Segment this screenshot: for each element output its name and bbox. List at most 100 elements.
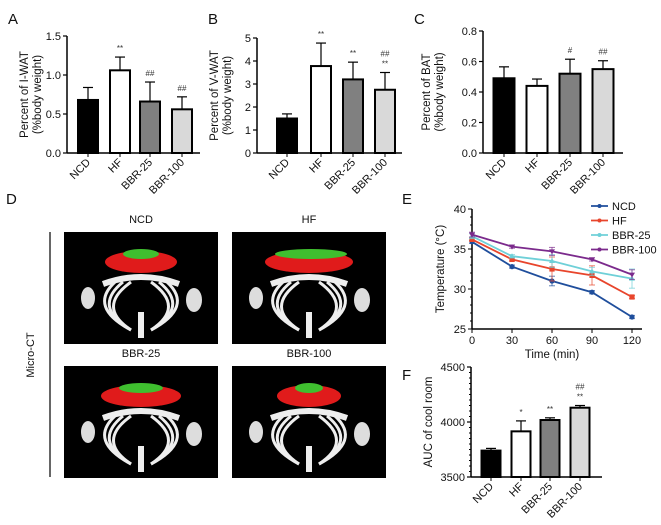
significance-mark: **: [382, 60, 388, 69]
bone-limb: [186, 288, 202, 312]
bone-rib: [150, 414, 179, 466]
x-tick-label: NCD: [68, 157, 93, 182]
fat-red: [101, 385, 181, 407]
y-axis-label: (%body weight): [434, 52, 446, 131]
bone-limb: [354, 422, 370, 446]
bone-spine: [269, 274, 349, 287]
bone-limb: [81, 421, 95, 443]
legend-marker: [597, 218, 602, 223]
y-tick-label: 3: [245, 79, 251, 91]
chart-B: 0 1 2 3 4 5 Percent of V-WAT (%body weight) NCD H…: [209, 30, 402, 197]
data-point: [469, 236, 475, 242]
legend-label: BBR-25: [612, 230, 651, 242]
x-tick-label: NCD: [471, 481, 496, 506]
x-tick-label: 120: [623, 335, 641, 347]
legend-label: HF: [612, 216, 627, 228]
legend-label: NCD: [612, 201, 636, 213]
y-axis-label: AUC of cool room: [423, 377, 435, 468]
panel-label-B: B: [208, 11, 218, 28]
x-tick-label: 0: [469, 335, 475, 347]
micro-ct-label: Micro-CT: [25, 332, 37, 377]
significance-mark: **: [547, 405, 553, 414]
bone-sternum: [138, 446, 144, 472]
fat-red: [105, 251, 177, 273]
significance-mark: **: [577, 393, 583, 402]
data-point: [629, 314, 635, 320]
bar-HF: [310, 65, 332, 154]
data-point: [589, 268, 595, 274]
image-title: BBR-25: [122, 348, 161, 360]
y-axis-label: Temperature (°C): [435, 225, 447, 313]
bar-BBR-100: [591, 68, 615, 154]
y-tick-label: 0.6: [462, 57, 477, 69]
y-tick-label: 1.5: [46, 31, 61, 43]
data-point: [629, 294, 635, 300]
significance-mark: ##: [599, 48, 608, 57]
x-tick-label: NCD: [267, 157, 292, 182]
y-axis-label: Percent of I-WAT: [19, 51, 31, 138]
bar-HF: [109, 69, 131, 154]
bar-NCD: [77, 98, 99, 154]
data-point: [629, 272, 635, 278]
y-tick-label: 40: [454, 204, 466, 216]
panel-label-F: F: [402, 367, 411, 384]
x-tick-label: HF: [507, 480, 526, 499]
bar-HF: [510, 430, 532, 479]
bone-limb: [186, 422, 202, 446]
y-tick-label: 0.2: [462, 118, 477, 130]
data-point: [509, 253, 515, 259]
bone-rib: [271, 280, 300, 332]
x-tick-label: 60: [546, 335, 558, 347]
data-point: [549, 258, 555, 263]
chart-A: 0.0 0.5 1.0 1.5 Percent of I-WAT (%body weigh…: [19, 31, 200, 197]
image-title: HF: [302, 214, 317, 226]
significance-mark: **: [117, 44, 123, 53]
panel-label-E: E: [402, 191, 412, 208]
y-tick-label: 0.8: [462, 26, 477, 38]
bone-limb: [249, 287, 263, 309]
bone-spine: [101, 408, 181, 421]
data-point: [549, 249, 555, 255]
image-title: NCD: [129, 214, 153, 226]
data-point: [469, 232, 475, 238]
y-tick-label: 35: [454, 244, 466, 256]
bar-NCD: [276, 117, 298, 154]
micro-ct-image-BBR-25: [64, 366, 218, 478]
micro-ct-image-BBR-100: [232, 366, 386, 478]
x-tick-label: BBR-100: [147, 157, 187, 197]
micro-ct-image-NCD: [64, 232, 218, 344]
bar-BBR-25: [539, 419, 561, 478]
significance-mark: ##: [178, 84, 187, 93]
bone-limb: [249, 421, 263, 443]
panel-label-A: A: [8, 11, 18, 28]
panel-label-C: C: [414, 11, 425, 28]
bar-NCD: [480, 449, 502, 479]
legend-marker: [597, 204, 602, 208]
panel-label-D: D: [6, 191, 17, 208]
bone-limb: [354, 288, 370, 312]
chart-E: 25 30 35 40 0 30 60 90 120 Time (min) Temperature …: [435, 201, 657, 361]
significance-mark: *: [519, 408, 522, 417]
data-point: [589, 257, 595, 263]
series-BBR-100: [469, 231, 635, 280]
significance-mark: ##: [146, 69, 155, 78]
y-tick-label: 2: [245, 102, 251, 114]
fat-green: [295, 383, 323, 393]
bone-rib: [103, 414, 132, 466]
y-tick-label: 3500: [441, 472, 465, 484]
data-point: [509, 256, 515, 262]
fat-green: [123, 249, 159, 259]
bar-BBR-100: [374, 88, 396, 154]
micro-ct-image-HF: [232, 232, 386, 344]
y-tick-label: 1: [245, 125, 251, 137]
y-tick-label: 1.0: [46, 70, 61, 82]
bone-rib: [150, 280, 179, 332]
x-tick-label: 30: [506, 335, 518, 347]
x-tick-label: BBR-100: [568, 157, 608, 197]
image-title: BBR-100: [287, 348, 332, 360]
y-tick-label: 0.5: [46, 109, 61, 121]
legend-marker: [597, 233, 602, 237]
data-point: [549, 266, 555, 272]
bar-BBR-25: [558, 72, 582, 154]
